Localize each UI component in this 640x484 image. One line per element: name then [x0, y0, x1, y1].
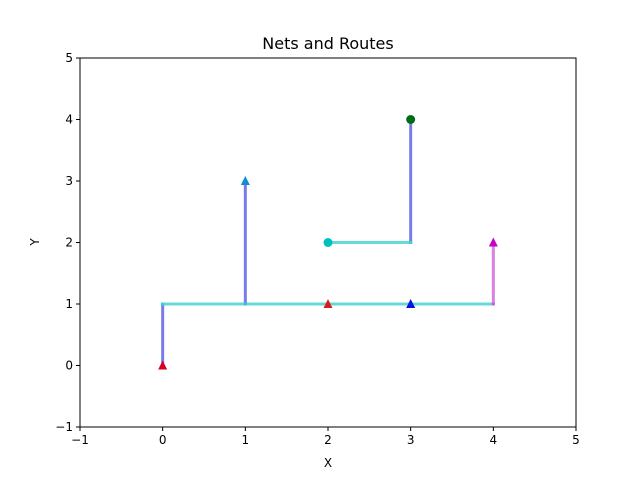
x-tick-label: 0: [159, 433, 167, 447]
pin-marker-triangle: [323, 299, 333, 308]
x-tick-label: 1: [242, 433, 250, 447]
y-tick-label: 3: [65, 174, 73, 188]
route-vertex: [161, 302, 165, 306]
x-tick-label: −1: [71, 433, 89, 447]
pin-marker-triangle: [488, 237, 498, 247]
pin-marker-triangle: [240, 176, 250, 185]
y-tick-label: 1: [65, 297, 73, 311]
x-tick-label: 4: [490, 433, 498, 447]
pin-marker-circle: [323, 238, 333, 247]
x-tick-label: 3: [407, 433, 415, 447]
x-tick-label: 2: [324, 433, 332, 447]
plot-area: −1 0 1 2 3 4 5 −1 0 1 2 3 4 5: [55, 51, 580, 447]
y-tick-label: 5: [65, 51, 73, 65]
x-tick-label: 5: [572, 433, 580, 447]
chart-title: Nets and Routes: [262, 34, 393, 53]
route-vertex: [409, 241, 413, 244]
x-axis-label: X: [324, 456, 332, 470]
y-axis-label: Y: [28, 238, 42, 247]
y-tick-label: 0: [65, 359, 73, 373]
y-tick-label: 4: [65, 113, 73, 127]
y-tick-label: −1: [55, 420, 73, 434]
route-vertex: [491, 302, 495, 306]
pin-marker-triangle: [406, 299, 416, 308]
pin-marker-triangle: [158, 360, 168, 370]
y-tick-label: 2: [65, 236, 73, 250]
pin-marker-circle: [406, 115, 416, 124]
